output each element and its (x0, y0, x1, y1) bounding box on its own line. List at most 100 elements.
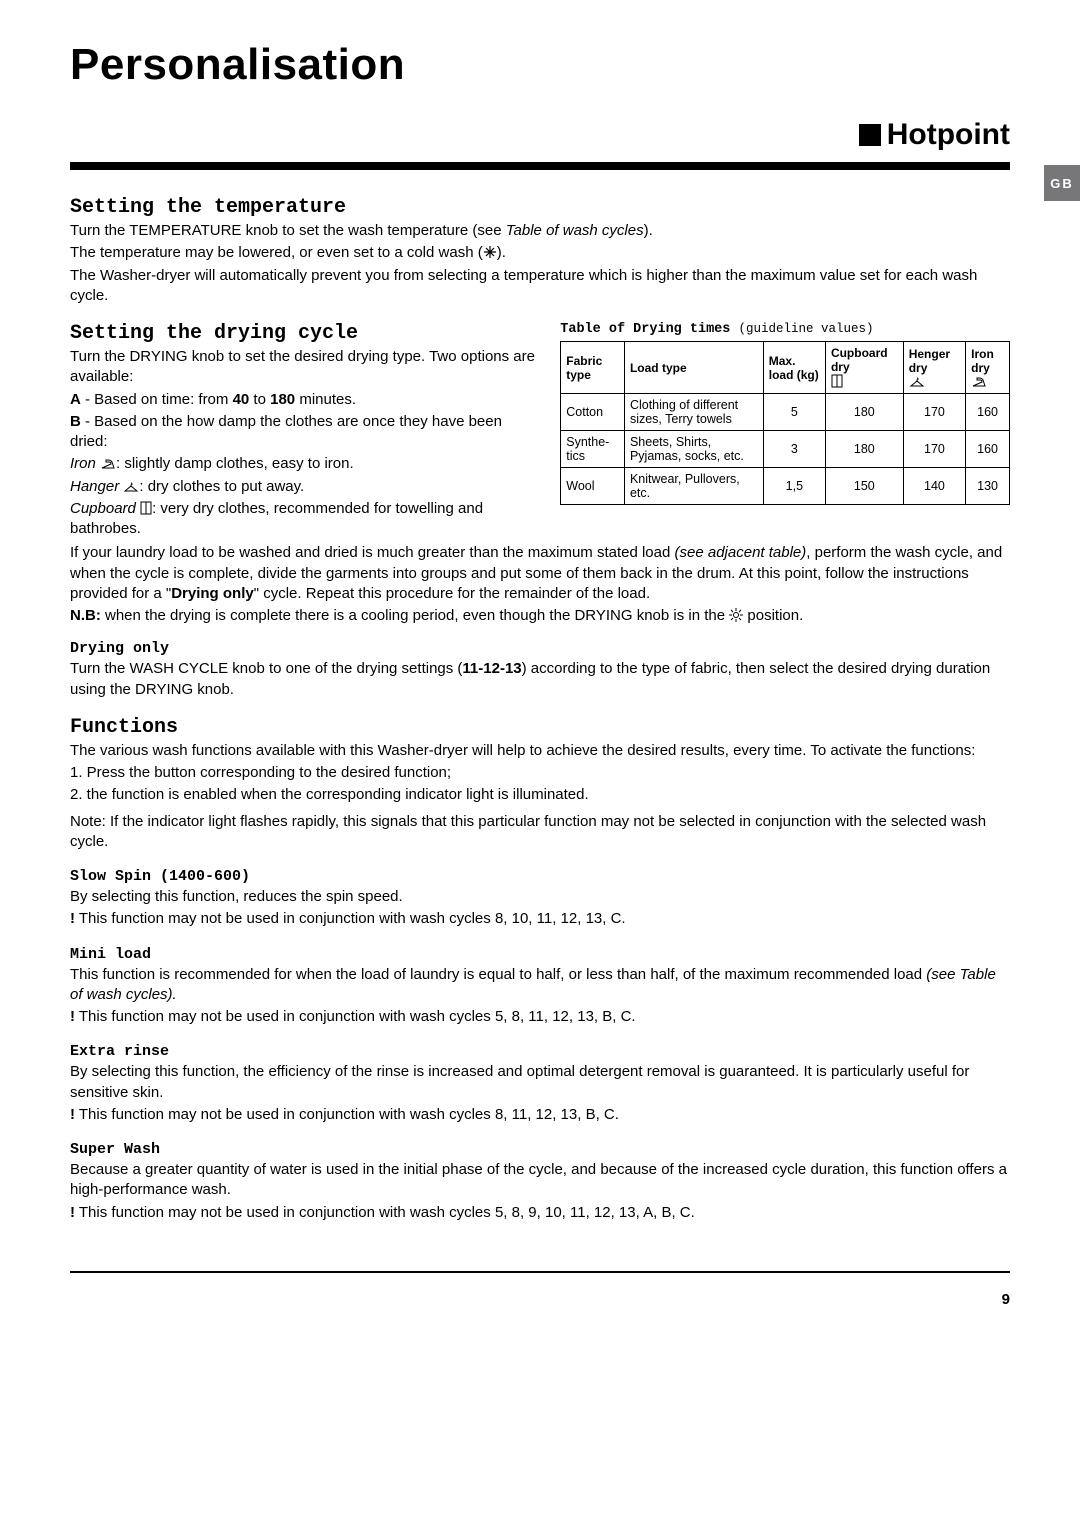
th-iron-text: Iron dry (971, 347, 994, 375)
laundry-a: If your laundry load to be washed and dr… (70, 544, 675, 561)
drying-a-label: A (70, 391, 81, 408)
laundry-e: " cycle. Repeat this procedure for the r… (254, 585, 650, 602)
dryonly-a: Turn the WASH CYCLE knob to one of the d… (70, 660, 462, 677)
brand-text: Hotpoint (887, 118, 1010, 152)
miniload-p1: This function is recommended for when th… (70, 965, 1010, 1006)
dryonly-b: 11-12-13 (462, 660, 521, 677)
miniload-warn-text: This function may not be used in conjunc… (75, 1008, 636, 1025)
miniload-warn: ! This function may not be used in conju… (70, 1007, 1010, 1027)
cell-cup: 150 (825, 468, 903, 505)
temp-p2: The temperature may be lowered, or even … (70, 243, 1010, 263)
header-rule (70, 162, 1010, 170)
section-extrarinse: Extra rinse By selecting this function, … (70, 1043, 1010, 1125)
nb-b: position. (743, 607, 803, 624)
cell-fabric: Synthe-tics (561, 431, 625, 468)
cell-iron: 160 (966, 431, 1010, 468)
th-load: Load type (624, 342, 763, 394)
sun-icon (729, 608, 743, 622)
tbl-cap-b: (guideline values) (738, 322, 873, 336)
drying-hanger-label: Hanger (70, 478, 123, 495)
temp-p1b: Table of wash cycles (506, 222, 644, 239)
cell-han: 170 (903, 431, 965, 468)
cupboard-col-icon (831, 374, 843, 388)
drying-iron: Iron : slightly damp clothes, easy to ir… (70, 454, 542, 474)
iron-col-icon (971, 376, 987, 388)
drying-iron-label: Iron (70, 455, 100, 472)
section-temperature: Setting the temperature Turn the TEMPERA… (70, 196, 1010, 306)
drying-table-body: Cotton Clothing of different sizes, Terr… (561, 394, 1010, 505)
cell-fabric: Cotton (561, 394, 625, 431)
page-number: 9 (70, 1291, 1010, 1308)
section-miniload: Mini load This function is recommended f… (70, 946, 1010, 1028)
functions-li2: 2. the function is enabled when the corr… (70, 785, 1010, 805)
superwash-warn-text: This function may not be used in conjunc… (75, 1204, 695, 1221)
slowspin-heading: Slow Spin (1400-600) (70, 868, 1010, 885)
miniload-p1a: This function is recommended for when th… (70, 966, 926, 983)
table-row: Cotton Clothing of different sizes, Terr… (561, 394, 1010, 431)
th-cupboard: Cupboard dry (825, 342, 903, 394)
page-container: Personalisation Hotpoint Setting the tem… (0, 0, 1080, 1338)
extrarinse-warn: ! This function may not be used in conju… (70, 1105, 1010, 1125)
drying-table: Fabric type Load type Max. load (kg) Cup… (560, 341, 1010, 505)
extrarinse-warn-text: This function may not be used in conjunc… (75, 1106, 619, 1123)
drying-only-h: Drying only (70, 640, 1010, 657)
nb-a: when the drying is complete there is a c… (101, 607, 729, 624)
superwash-p1: Because a greater quantity of water is u… (70, 1160, 1010, 1201)
drying-b-rest: - Based on the how damp the clothes are … (70, 413, 502, 450)
section-drying-row: Setting the drying cycle Turn the DRYING… (70, 322, 1010, 541)
temp-p1c: ). (644, 222, 653, 239)
drying-laundry-p: If your laundry load to be washed and dr… (70, 543, 1010, 604)
table-row: Wool Knitwear, Pullovers, etc. 1,5 150 1… (561, 468, 1010, 505)
miniload-heading: Mini load (70, 946, 1010, 963)
section-superwash: Super Wash Because a greater quantity of… (70, 1141, 1010, 1223)
cell-han: 170 (903, 394, 965, 431)
drying-a: A - Based on time: from 40 to 180 minute… (70, 390, 542, 410)
cell-max: 3 (763, 431, 825, 468)
temp-heading: Setting the temperature (70, 196, 1010, 219)
functions-li1: 1. Press the button corresponding to the… (70, 763, 1010, 783)
drying-a-rest: - Based on time: from (81, 391, 233, 408)
superwash-heading: Super Wash (70, 1141, 1010, 1158)
brand-square-icon (859, 124, 881, 146)
language-tab: GB (1044, 165, 1080, 201)
th-cupboard-text: Cupboard dry (831, 346, 888, 374)
drying-a-end: minutes. (295, 391, 356, 408)
th-iron: Iron dry (966, 342, 1010, 394)
drying-nb: N.B: when the drying is complete there i… (70, 606, 1010, 626)
functions-p1: The various wash functions available wit… (70, 741, 1010, 761)
drying-continued: If your laundry load to be washed and dr… (70, 543, 1010, 700)
th-hanger-text: Henger dry (909, 347, 950, 375)
section-functions: Functions The various wash functions ava… (70, 716, 1010, 852)
drying-text-col: Setting the drying cycle Turn the DRYING… (70, 322, 542, 541)
tbl-cap-a: Table of Drying times (560, 322, 738, 337)
cell-load: Knitwear, Pullovers, etc. (624, 468, 763, 505)
page-title: Personalisation (70, 40, 1010, 90)
drying-b-label: B (70, 413, 81, 430)
drying-heading: Setting the drying cycle (70, 322, 542, 345)
temp-p1: Turn the TEMPERATURE knob to set the was… (70, 221, 1010, 241)
cell-load: Clothing of different sizes, Terry towel… (624, 394, 763, 431)
slowspin-warn: ! This function may not be used in conju… (70, 909, 1010, 929)
cell-max: 1,5 (763, 468, 825, 505)
extrarinse-p1: By selecting this function, the efficien… (70, 1062, 1010, 1103)
drying-table-caption: Table of Drying times (guideline values) (560, 322, 1010, 337)
hanger-col-icon (909, 376, 925, 388)
slowspin-warn-text: This function may not be used in conjunc… (75, 910, 626, 927)
cell-load: Sheets, Shirts, Pyjamas, socks, etc. (624, 431, 763, 468)
cell-cup: 180 (825, 431, 903, 468)
nb-label: N.B: (70, 607, 101, 624)
drying-a-180: 180 (270, 391, 295, 408)
cell-iron: 130 (966, 468, 1010, 505)
superwash-warn: ! This function may not be used in conju… (70, 1203, 1010, 1223)
drying-hanger-rest: : dry clothes to put away. (139, 478, 304, 495)
functions-heading: Functions (70, 716, 1010, 739)
th-fabric: Fabric type (561, 342, 625, 394)
temp-p2b: ). (497, 244, 506, 261)
laundry-d: Drying only (171, 585, 254, 602)
drying-iron-rest: : slightly damp clothes, easy to iron. (116, 455, 354, 472)
cold-wash-icon (483, 245, 497, 259)
drying-cupboard: Cupboard : very dry clothes, recommended… (70, 499, 542, 540)
table-row: Synthe-tics Sheets, Shirts, Pyjamas, soc… (561, 431, 1010, 468)
drying-table-col: Table of Drying times (guideline values)… (560, 322, 1010, 505)
drying-p1: Turn the DRYING knob to set the desired … (70, 347, 542, 388)
